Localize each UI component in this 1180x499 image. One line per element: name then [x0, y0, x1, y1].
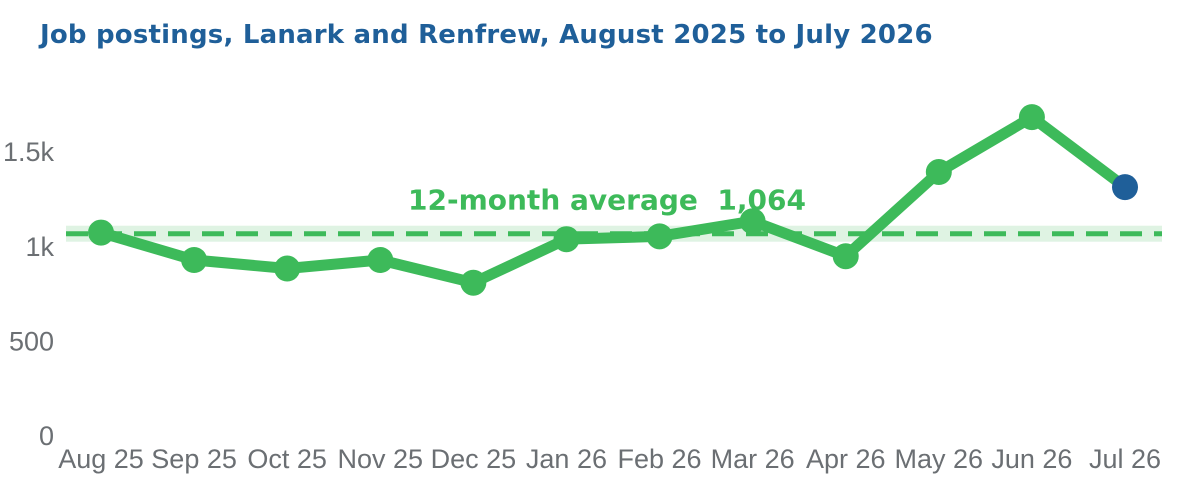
data-point-latest [1112, 174, 1138, 201]
data-point [739, 208, 766, 235]
data-point [1018, 104, 1045, 131]
y-tick-label: 0 [39, 421, 54, 451]
data-point [181, 247, 208, 273]
y-axis: 0 500 1k 1.5k [3, 137, 55, 451]
series-line [95, 111, 1131, 289]
x-axis: Aug 25 Sep 25 Oct 25 Nov 25 Dec 25 Jan 26 Feb … [58, 444, 1161, 474]
x-tick-label: Feb 26 [618, 444, 702, 474]
data-point [553, 226, 580, 253]
x-tick-label: Dec 25 [431, 444, 517, 474]
x-tick-label: Jun 26 [991, 444, 1072, 474]
series-job-postings [88, 104, 1138, 296]
x-tick-label: Nov 25 [337, 444, 423, 474]
y-tick-label: 1.5k [3, 137, 55, 167]
x-tick-label: Sep 25 [151, 444, 237, 474]
chart-title: Job postings, Lanark and Renfrew, August… [40, 20, 933, 50]
data-point [925, 159, 952, 186]
x-tick-label: Jan 26 [526, 444, 607, 474]
x-tick-label: Oct 25 [247, 444, 327, 474]
x-tick-label: Mar 26 [711, 444, 795, 474]
data-point [88, 219, 114, 246]
x-tick-label: Aug 25 [58, 444, 144, 474]
data-point [274, 255, 301, 282]
x-tick-label: Jul 26 [1089, 444, 1161, 474]
y-tick-label: 500 [9, 326, 54, 356]
data-point [367, 247, 394, 273]
data-point [832, 243, 859, 270]
x-tick-label: Apr 26 [806, 444, 886, 474]
y-tick-label: 1k [25, 232, 54, 262]
x-tick-label: May 26 [895, 444, 984, 474]
average-label: 12-month average 1,064 [408, 184, 806, 217]
data-point [646, 223, 673, 250]
data-point [460, 269, 487, 296]
